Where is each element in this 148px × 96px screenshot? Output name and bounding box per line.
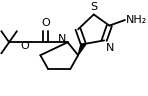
Text: O: O [41,18,50,28]
Text: NH₂: NH₂ [126,15,148,25]
Text: N: N [106,43,114,53]
Text: N: N [58,34,66,44]
Text: S: S [90,2,97,12]
Text: O: O [20,41,29,51]
Polygon shape [78,44,86,55]
